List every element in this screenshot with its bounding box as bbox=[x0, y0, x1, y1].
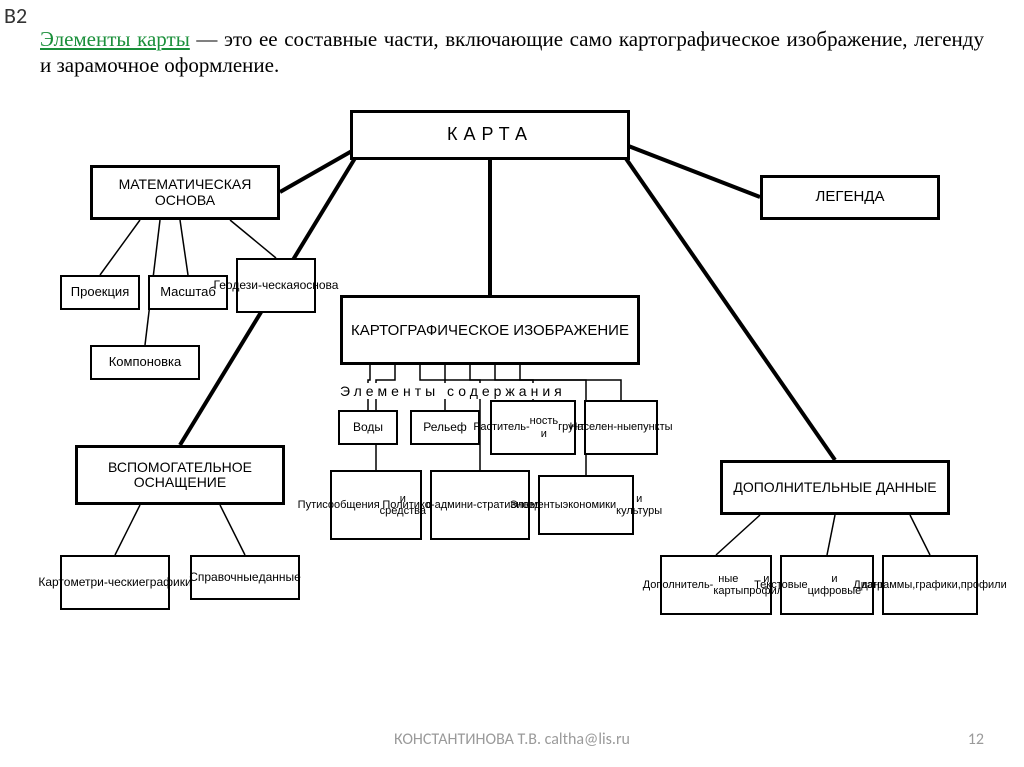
node-aux: ВСПОМОГАТЕЛЬНОЕ ОСНАЩЕНИЕ bbox=[75, 445, 285, 505]
edge-extra-addmap bbox=[716, 515, 760, 555]
edge-math-scale bbox=[180, 220, 188, 275]
node-veg: Раститель-ность игрунты bbox=[490, 400, 576, 455]
edge-extra-textd bbox=[827, 515, 835, 555]
sub-label: Элементы содержания bbox=[340, 383, 566, 399]
footer-page: 12 bbox=[968, 730, 984, 749]
node-pop: Населен-ныепункты bbox=[584, 400, 658, 455]
node-math: МАТЕМАТИЧЕСКАЯ ОСНОВА bbox=[90, 165, 280, 220]
slide: B2 Элементы карты — это ее составные час… bbox=[0, 0, 1024, 767]
footer-author: КОНСТАНТИНОВА Т.В. caltha@lis.ru bbox=[0, 730, 1024, 749]
node-kmetr: Картометри-ческиеграфики bbox=[60, 555, 170, 610]
node-legend: ЛЕГЕНДА bbox=[760, 175, 940, 220]
hierarchy-diagram: КАРТА МАТЕМАТИЧЕСКАЯ ОСНОВА ЛЕГЕНДА КАРТОГР… bbox=[40, 90, 984, 710]
node-ref: Справочныеданные bbox=[190, 555, 300, 600]
node-extra: ДОПОЛНИТЕЛЬНЫЕ ДАННЫЕ bbox=[720, 460, 950, 515]
edge-math-geod bbox=[230, 220, 276, 258]
node-geod: Геодези-ческаяоснова bbox=[236, 258, 316, 313]
node-econ: Элементыэкономикии культуры bbox=[538, 475, 634, 535]
edge-extra-diag bbox=[910, 515, 930, 555]
node-relief: Рельеф bbox=[410, 410, 480, 445]
intro-term: Элементы карты bbox=[40, 27, 190, 51]
edge-math-proj bbox=[100, 220, 140, 275]
node-root: КАРТА bbox=[350, 110, 630, 160]
slide-number-label: B2 bbox=[4, 2, 27, 29]
edge-aux-kmetr bbox=[115, 505, 140, 555]
node-diag: Диаграммы,графики,профили bbox=[882, 555, 978, 615]
node-proj: Проекция bbox=[60, 275, 140, 310]
node-water: Воды bbox=[338, 410, 398, 445]
edge-aux-ref bbox=[220, 505, 245, 555]
node-comp: Компоновка bbox=[90, 345, 200, 380]
intro-text: Элементы карты — это ее составные части,… bbox=[40, 26, 984, 79]
node-carto: КАРТОГРАФИЧЕСКОЕ ИЗОБРАЖЕНИЕ bbox=[340, 295, 640, 365]
